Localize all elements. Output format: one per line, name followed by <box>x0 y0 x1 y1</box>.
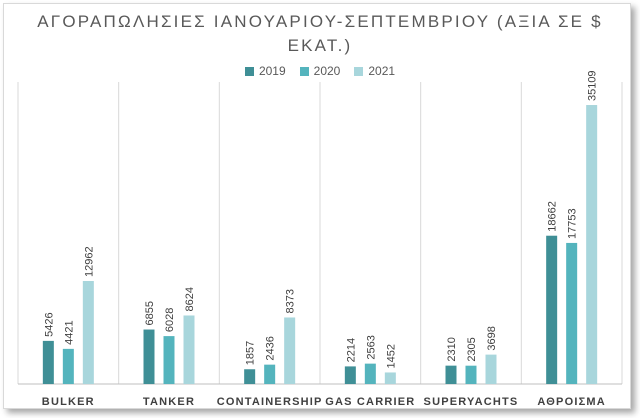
bar-2021-1 <box>183 315 195 384</box>
data-label-2021-1: 8624 <box>184 287 196 311</box>
data-label-2019-0: 5426 <box>43 312 55 336</box>
legend-item-2019: 2019 <box>244 64 286 78</box>
bar-2020-5 <box>566 242 578 384</box>
bar-2020-3 <box>364 363 376 384</box>
data-label-2020-0: 4421 <box>63 320 75 344</box>
legend-swatch-2021 <box>354 66 364 76</box>
chart-title-line-1: ΑΓΟΡΑΠΩΛΗΣΙΕΣ ΙΑΝΟΥΑΡΙΟΥ-ΣΕΠΤΕΜΒΡΙΟΥ (ΑΞ… <box>37 12 603 31</box>
data-label-2020-5: 17753 <box>567 208 579 239</box>
x-tick-label-1: TANKER <box>143 396 195 408</box>
data-label-2019-5: 18662 <box>547 201 559 232</box>
x-tick-label-5: ΑΘΡΟΙΣΜΑ <box>537 396 605 408</box>
data-label-2020-4: 2305 <box>466 337 478 361</box>
bar-2021-3 <box>384 372 396 384</box>
data-label-2021-2: 8373 <box>285 289 297 313</box>
bar-2020-4 <box>465 365 477 384</box>
bar-2019-5 <box>546 235 558 384</box>
data-label-2020-3: 2563 <box>365 335 377 359</box>
data-label-2021-0: 12962 <box>83 246 95 277</box>
data-label-2019-2: 1857 <box>245 341 257 365</box>
bar-2019-1 <box>143 329 155 384</box>
bar-2019-3 <box>344 366 356 384</box>
x-tick-label-4: SUPERYACHTS <box>424 396 519 408</box>
data-label-2021-3: 1452 <box>385 344 397 368</box>
bar-2019-4 <box>445 365 457 384</box>
chart-legend: 2019 2020 2021 <box>0 64 640 78</box>
bar-2020-1 <box>163 336 175 384</box>
data-label-2020-2: 2436 <box>265 336 277 360</box>
data-label-2019-3: 2214 <box>345 338 357 362</box>
legend-swatch-2019 <box>244 66 254 76</box>
bar-2021-0 <box>82 281 94 384</box>
legend-label-2020: 2020 <box>313 64 341 78</box>
data-label-2021-5: 35109 <box>587 70 599 101</box>
legend-swatch-2020 <box>299 66 309 76</box>
legend-item-2021: 2021 <box>354 64 395 78</box>
x-tick-label-3: GAS CARRIER <box>325 396 415 408</box>
bar-2020-0 <box>62 348 74 384</box>
x-tick-label-2: CONTAINERSHIP <box>217 396 323 408</box>
bar-2021-5 <box>586 105 598 384</box>
data-label-2019-1: 6855 <box>144 301 156 325</box>
x-tick-label-0: BULKER <box>42 396 95 408</box>
legend-label-2019: 2019 <box>258 64 286 78</box>
bar-2020-2 <box>264 364 276 384</box>
bar-2021-4 <box>485 354 497 384</box>
data-label-2020-1: 6028 <box>164 308 176 332</box>
chart-title-line-2: ΕΚΑΤ.) <box>287 36 353 55</box>
data-label-2019-4: 2310 <box>446 337 458 361</box>
legend-item-2020: 2020 <box>299 64 341 78</box>
data-label-2021-4: 3698 <box>486 326 498 350</box>
bar-2019-2 <box>244 369 256 384</box>
bar-2019-0 <box>42 340 54 384</box>
bar-2021-2 <box>284 317 296 384</box>
chart-frame <box>3 3 631 409</box>
legend-label-2021: 2021 <box>368 64 396 78</box>
